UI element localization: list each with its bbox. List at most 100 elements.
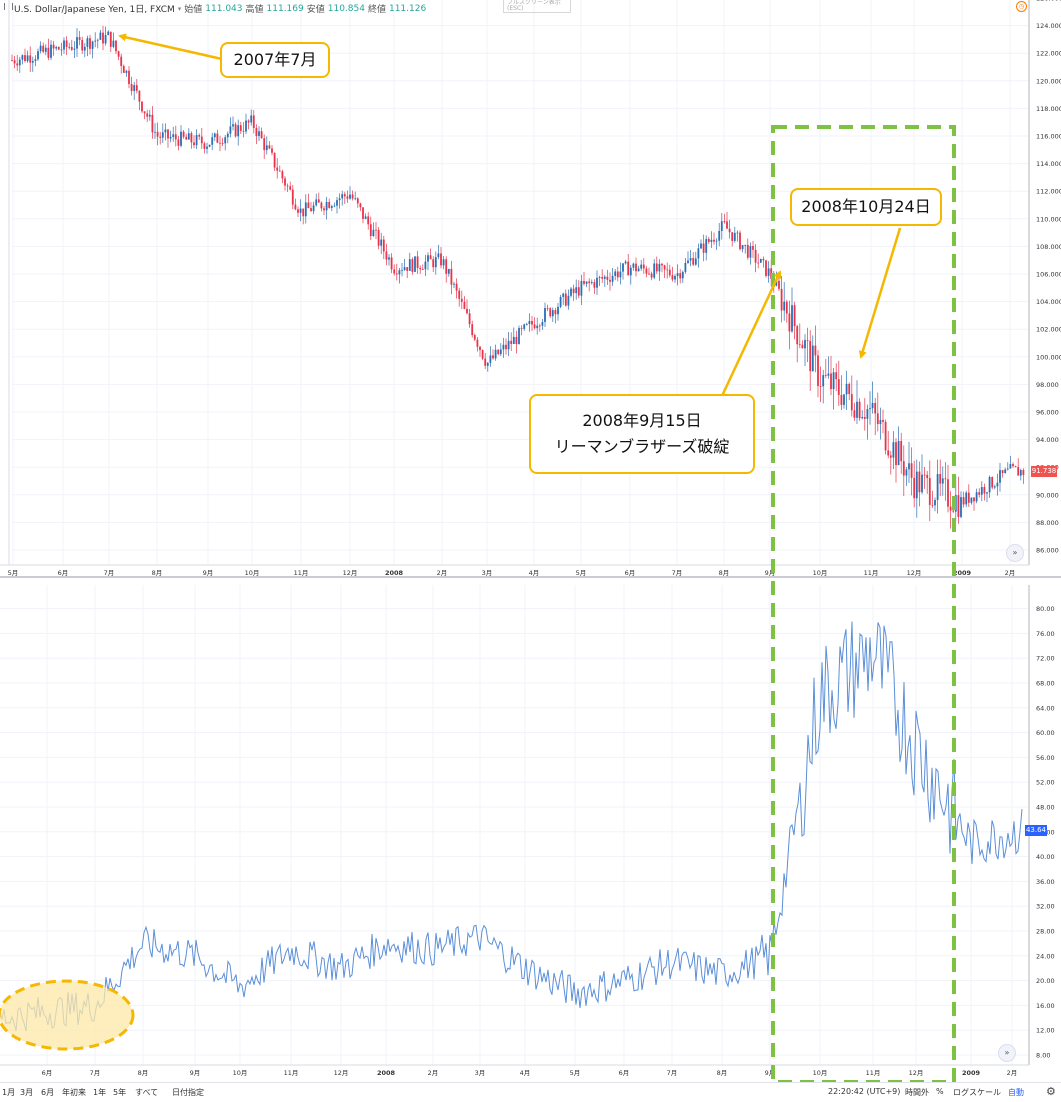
price-tick-label: 110.000 bbox=[1036, 215, 1061, 223]
fullscreen-hint[interactable]: フルスクリーン表示 (ESC) bbox=[503, 0, 571, 13]
candle-body bbox=[544, 308, 546, 323]
candle-body bbox=[328, 202, 331, 208]
candle-body bbox=[499, 349, 502, 355]
candle-body bbox=[63, 40, 65, 50]
candle-body bbox=[466, 308, 468, 314]
candle-body bbox=[791, 305, 793, 332]
volatility-time-tick-label: 12月 bbox=[909, 1069, 924, 1077]
candle-body bbox=[291, 189, 294, 205]
volatility-tick-label: 64.00 bbox=[1036, 704, 1055, 712]
double-chevron-right-icon[interactable]: » bbox=[1006, 544, 1024, 562]
candle-body bbox=[668, 269, 671, 276]
candle-body bbox=[975, 492, 978, 502]
price-time-tick-label: 8月 bbox=[152, 569, 163, 577]
symbol-title[interactable]: U.S. Dollar/Japanese Yen, 1日, FXCM bbox=[14, 5, 175, 15]
price-time-tick-label: 7月 bbox=[672, 569, 683, 577]
candle-body bbox=[333, 205, 336, 207]
candle-body bbox=[208, 144, 211, 147]
candle-body bbox=[81, 39, 84, 51]
price-time-tick-label: 6月 bbox=[58, 569, 69, 577]
volatility-line bbox=[0, 621, 1023, 1032]
double-chevron-right-icon[interactable]: » bbox=[998, 1044, 1016, 1062]
gear-icon[interactable]: ⚙ bbox=[1046, 1085, 1056, 1098]
candle-body bbox=[169, 136, 172, 139]
candle-body bbox=[473, 335, 476, 340]
candle-body bbox=[130, 84, 133, 92]
volatility-time-tick-label: 2月 bbox=[428, 1069, 439, 1077]
candle-body bbox=[115, 40, 117, 52]
auto-scale-toggle[interactable]: 自動 bbox=[1008, 1088, 1024, 1097]
range-3m[interactable]: 3月 bbox=[20, 1088, 34, 1097]
date-range-button[interactable]: 日付指定 bbox=[172, 1088, 204, 1097]
chart-header: U.S. Dollar/Japanese Yen, 1日, FXCM ▾ 始値 1… bbox=[14, 2, 426, 16]
candle-body bbox=[458, 290, 461, 299]
candle-body bbox=[351, 194, 354, 199]
candle-body bbox=[871, 402, 874, 409]
candle-body bbox=[957, 495, 960, 517]
candle-body bbox=[497, 349, 500, 355]
volatility-time-tick-label: 9月 bbox=[190, 1069, 201, 1077]
candle-body bbox=[603, 276, 606, 279]
candle-body bbox=[910, 463, 913, 478]
candle-body bbox=[538, 325, 541, 327]
annotation-2008-oct-24: 2008年10月24日 bbox=[790, 188, 942, 226]
candle-body bbox=[265, 145, 268, 151]
annotation-arrow bbox=[118, 33, 223, 61]
candle-body bbox=[143, 111, 146, 114]
candle-body bbox=[830, 373, 832, 390]
chevron-down-icon[interactable]: ▾ bbox=[177, 4, 182, 13]
candle-body bbox=[286, 185, 289, 187]
volatility-tick-label: 52.00 bbox=[1036, 779, 1055, 787]
candle-body bbox=[242, 130, 245, 132]
candle-body bbox=[996, 482, 999, 487]
volatility-series bbox=[0, 621, 1023, 1032]
candle-body bbox=[887, 450, 890, 456]
candle-body bbox=[414, 256, 416, 272]
percent-toggle[interactable]: % bbox=[936, 1087, 944, 1096]
candle-body bbox=[57, 47, 60, 50]
volatility-time-tick-label: 3月 bbox=[475, 1069, 486, 1077]
range-1y[interactable]: 1年 bbox=[93, 1088, 107, 1097]
chart-type-icon[interactable] bbox=[4, 3, 13, 10]
candle-body bbox=[323, 208, 325, 211]
range-1m[interactable]: 1月 bbox=[2, 1088, 16, 1097]
candle-body bbox=[421, 269, 424, 271]
candle-body bbox=[432, 259, 435, 268]
range-ytd[interactable]: 年初来 bbox=[62, 1088, 86, 1097]
candle-body bbox=[255, 128, 258, 137]
candle-body bbox=[528, 321, 531, 325]
volatility-tick-label: 68.00 bbox=[1036, 680, 1055, 688]
candle-body bbox=[372, 229, 375, 237]
range-5y[interactable]: 5年 bbox=[113, 1088, 127, 1097]
candle-body bbox=[273, 152, 276, 168]
candle-body bbox=[874, 402, 877, 414]
candle-body bbox=[122, 66, 125, 73]
candle-body bbox=[949, 506, 952, 511]
candle-body bbox=[681, 271, 684, 279]
candle-body bbox=[24, 55, 26, 62]
range-all[interactable]: すべて bbox=[135, 1088, 159, 1097]
candle-body bbox=[411, 259, 414, 272]
session-toggle[interactable]: 時間外 bbox=[905, 1088, 929, 1097]
candle-body bbox=[484, 358, 487, 366]
candle-body bbox=[198, 135, 201, 137]
candle-body bbox=[429, 255, 432, 260]
candle-body bbox=[762, 258, 765, 261]
candle-body bbox=[278, 170, 281, 172]
candle-body bbox=[302, 208, 305, 217]
candle-body bbox=[250, 115, 253, 123]
clock-icon[interactable]: ◷ bbox=[1016, 1, 1027, 12]
candle-body bbox=[89, 38, 91, 49]
price-tick-label: 86.000 bbox=[1036, 547, 1059, 555]
candle-body bbox=[900, 441, 903, 462]
candle-body bbox=[195, 135, 198, 146]
candle-body bbox=[850, 394, 853, 411]
price-tick-label: 118.000 bbox=[1036, 105, 1061, 113]
candle-body bbox=[973, 497, 975, 502]
range-6m[interactable]: 6月 bbox=[41, 1088, 55, 1097]
log-scale-toggle[interactable]: ログスケール bbox=[953, 1088, 1001, 1097]
candle-body bbox=[226, 133, 229, 138]
candle-body bbox=[70, 47, 73, 50]
candle-body bbox=[788, 313, 791, 332]
